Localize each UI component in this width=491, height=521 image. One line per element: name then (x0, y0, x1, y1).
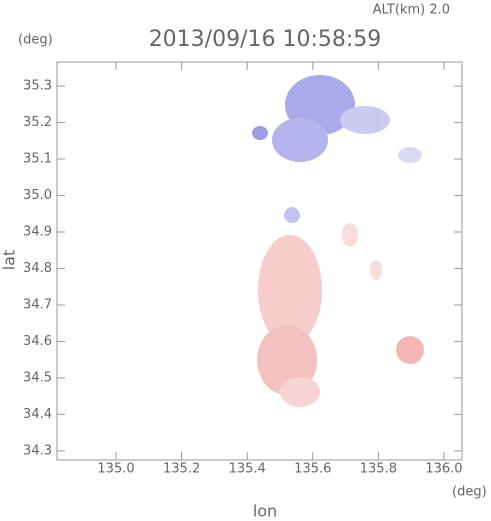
chart-title: 2013/09/16 10:58:59 (149, 27, 382, 52)
x-axis-label: lon (253, 502, 277, 521)
x-tick-label: 135.8 (360, 462, 397, 477)
echo-layer (252, 75, 424, 407)
x-tick-label: 135.0 (97, 462, 134, 477)
y-tick-label: 35.2 (23, 115, 52, 130)
y-tick-label: 34.8 (23, 261, 52, 276)
echo-region (280, 377, 320, 407)
echo-region (284, 207, 300, 223)
y-axis-label: lat (0, 250, 19, 271)
y-tick-label: 34.3 (23, 443, 52, 458)
echo-region (396, 336, 424, 364)
y-tick-label: 35.1 (23, 152, 52, 167)
y-tick-label: 35.0 (23, 188, 52, 203)
y-tick-label: 34.4 (23, 407, 52, 422)
y-tick-label: 34.5 (23, 370, 52, 385)
x-unit: (deg) (452, 485, 487, 500)
y-tick-label: 34.7 (23, 297, 52, 312)
x-tick-label: 135.6 (294, 462, 331, 477)
x-tick-label: 135.4 (229, 462, 266, 477)
x-tick-label: 136.0 (425, 462, 462, 477)
echo-region (272, 118, 328, 162)
y-tick-label: 34.9 (23, 224, 52, 239)
echo-region (342, 223, 358, 247)
altitude-label: ALT(km) 2.0 (373, 3, 450, 18)
plot-frame (56, 61, 463, 461)
x-tick-label: 135.2 (163, 462, 200, 477)
echo-region (398, 147, 422, 163)
y-unit: (deg) (18, 33, 53, 48)
echo-region (340, 106, 390, 134)
y-tick-label: 35.3 (23, 79, 52, 94)
echo-region (258, 235, 322, 345)
echo-region (252, 126, 268, 140)
y-tick-label: 34.6 (23, 334, 52, 349)
echo-region (370, 260, 382, 280)
